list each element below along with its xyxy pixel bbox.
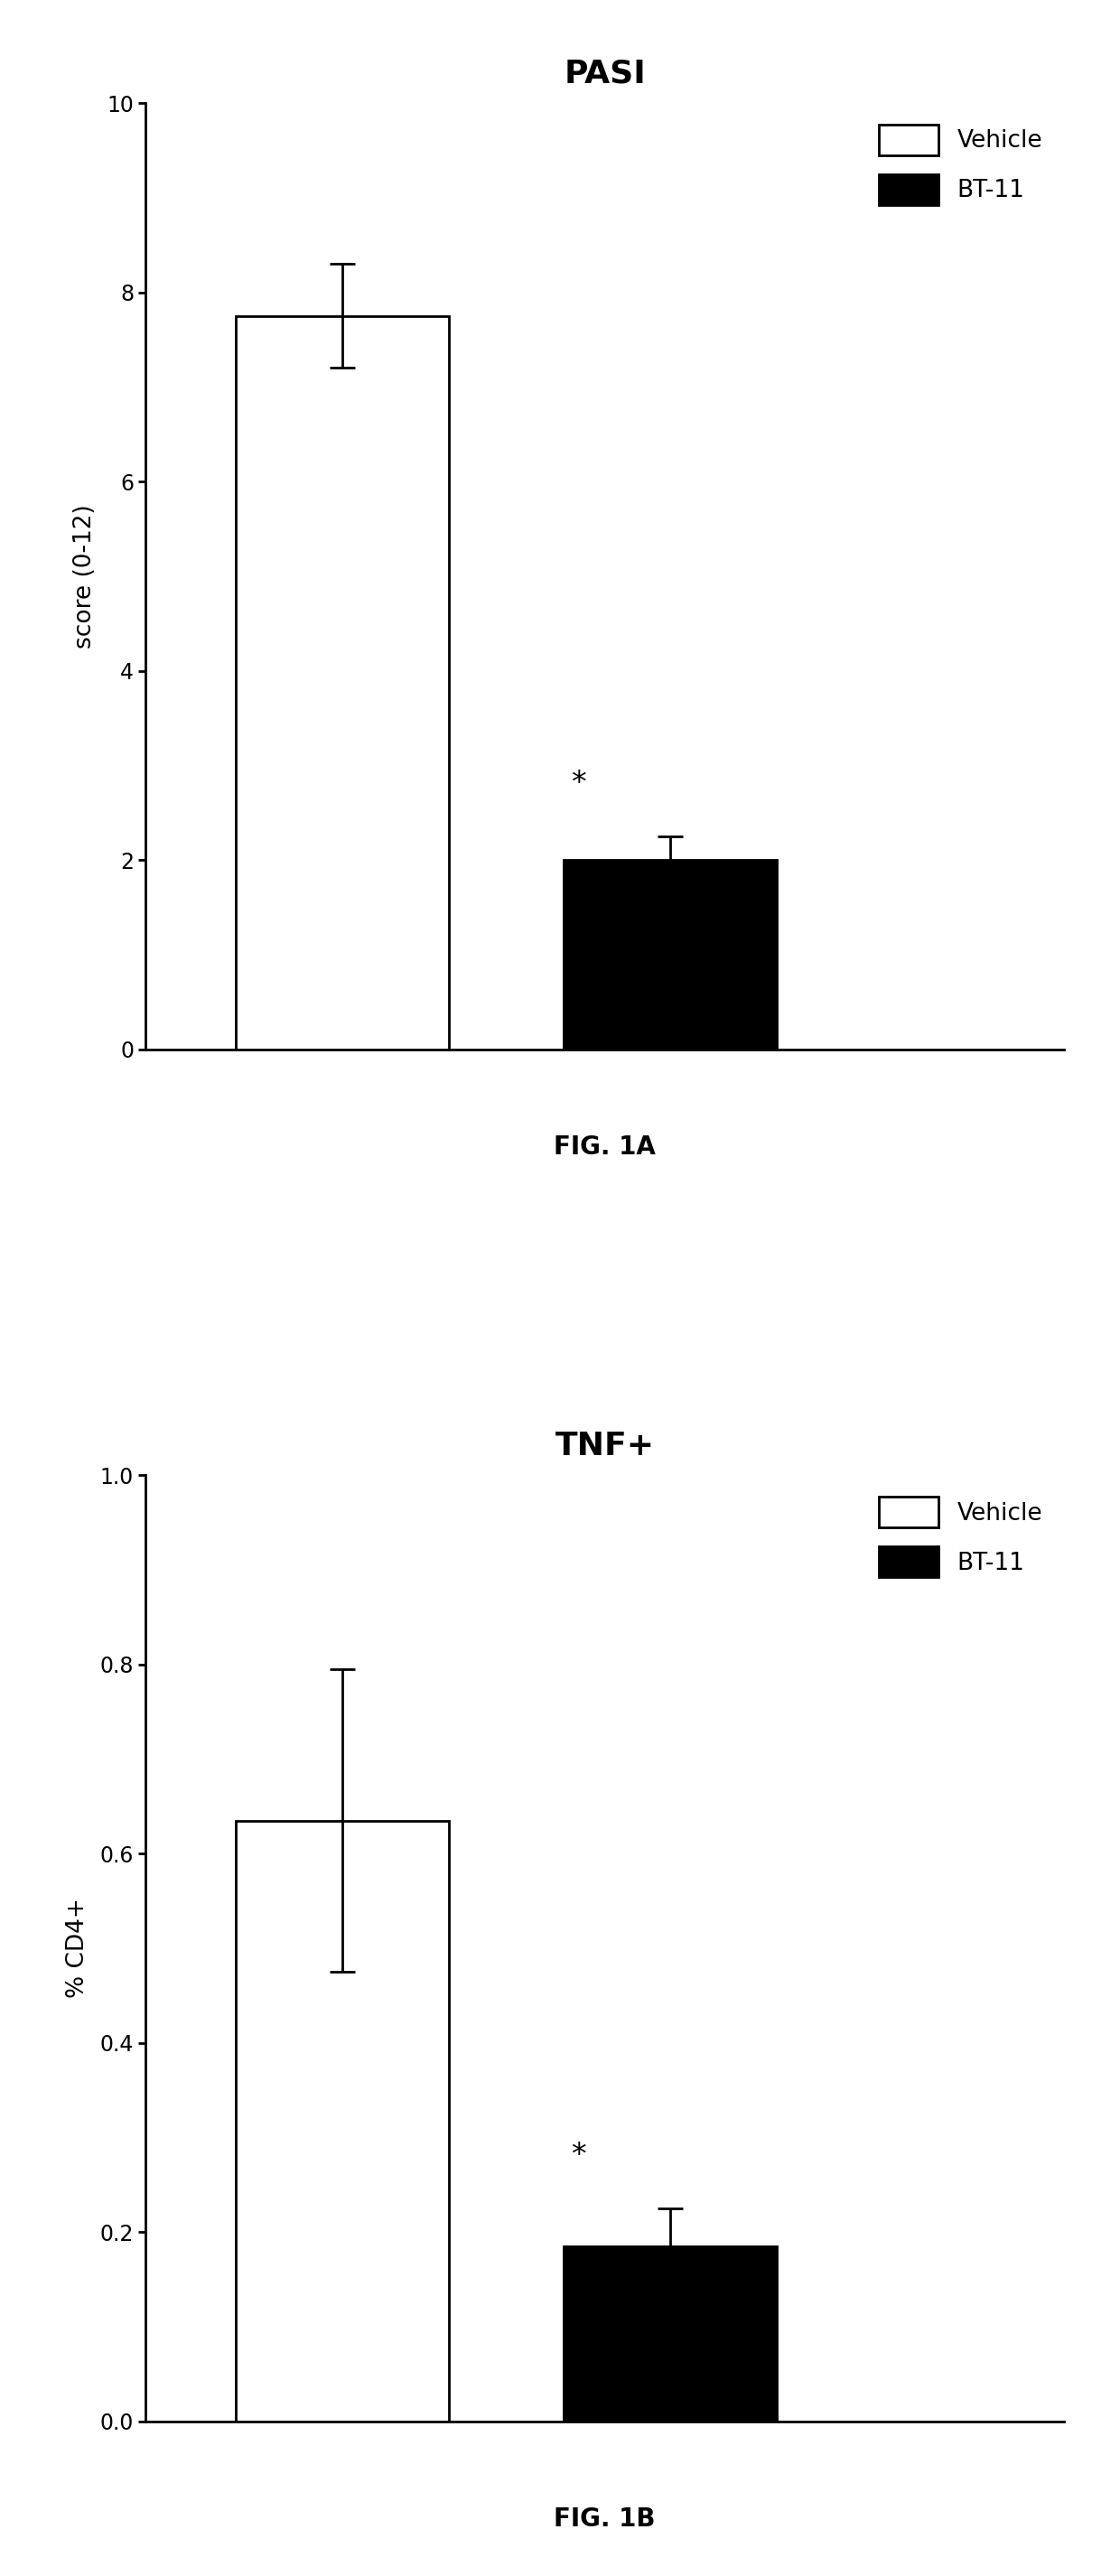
Legend: Vehicle, BT-11: Vehicle, BT-11 [869,1486,1052,1587]
Bar [563,2246,777,2421]
Text: *: * [571,2141,586,2172]
Title: PASI: PASI [563,59,646,90]
Bar [236,317,449,1048]
Title: TNF+: TNF+ [556,1430,654,1461]
Y-axis label: % CD4+: % CD4+ [66,1899,90,1999]
Y-axis label: score (0-12): score (0-12) [73,505,96,649]
Text: FIG. 1B: FIG. 1B [554,2506,655,2532]
Bar [563,860,777,1048]
Text: *: * [571,768,586,799]
Legend: Vehicle, BT-11: Vehicle, BT-11 [869,116,1052,214]
Bar [236,1821,449,2421]
Text: FIG. 1A: FIG. 1A [553,1133,656,1159]
